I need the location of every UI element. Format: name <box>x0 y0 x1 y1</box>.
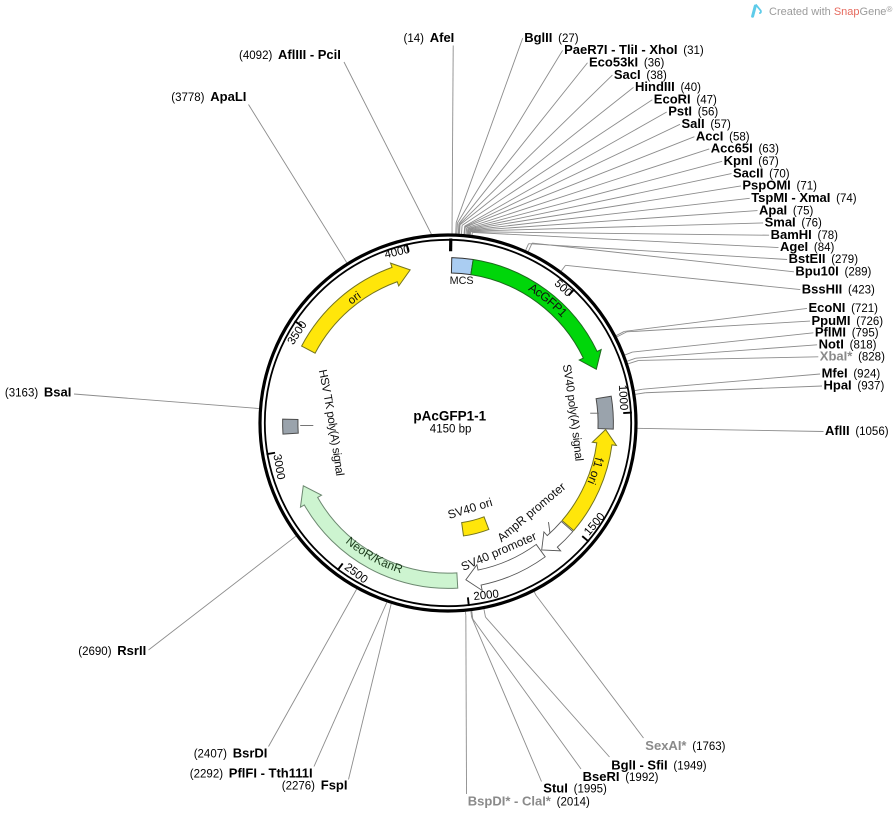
svg-text:BspDI* - ClaI* (2014): BspDI* - ClaI* (2014) <box>468 793 590 808</box>
svg-text:(4092) AflIII - PciI: (4092) AflIII - PciI <box>239 47 341 62</box>
svg-text:(3778) ApaLI: (3778) ApaLI <box>171 89 246 104</box>
svg-text:(3163) BsaI: (3163) BsaI <box>5 385 71 400</box>
svg-text:BglI - SfiI (1949): BglI - SfiI (1949) <box>611 757 707 772</box>
svg-text:Created with SnapGene®: Created with SnapGene® <box>769 5 892 18</box>
svg-text:AflII (1056): AflII (1056) <box>825 423 889 438</box>
svg-text:MCS: MCS <box>450 275 474 287</box>
svg-text:Bpu10I (289): Bpu10I (289) <box>795 264 871 279</box>
svg-text:BssHII (423): BssHII (423) <box>802 281 875 296</box>
svg-text:HpaI (937): HpaI (937) <box>824 378 885 393</box>
svg-text:pAcGFP1-1: pAcGFP1-1 <box>413 409 486 424</box>
svg-text:(2407) BsrDI: (2407) BsrDI <box>194 746 268 761</box>
svg-text:(2690) RsrII: (2690) RsrII <box>78 643 146 658</box>
svg-text:XbaI* (828): XbaI* (828) <box>820 349 885 364</box>
svg-text:SexAI* (1763): SexAI* (1763) <box>645 738 725 753</box>
svg-text:(14) AfeI: (14) AfeI <box>404 30 455 45</box>
svg-text:(2276) FspI: (2276) FspI <box>282 778 348 793</box>
svg-text:4150 bp: 4150 bp <box>430 423 472 435</box>
svg-text:1000: 1000 <box>616 384 629 410</box>
svg-text:(2292) PflFI - Tth111I: (2292) PflFI - Tth111I <box>190 766 313 781</box>
